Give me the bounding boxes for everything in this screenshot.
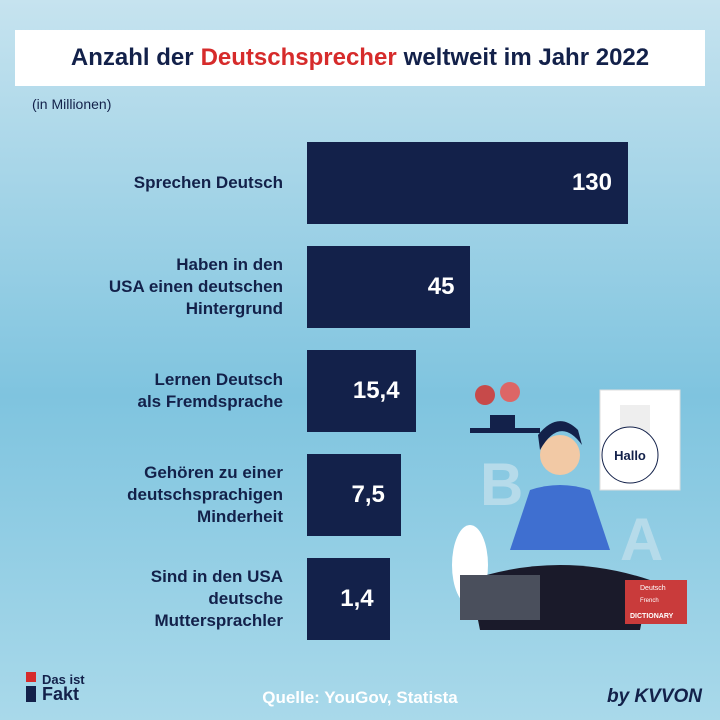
title: weltweit im Jahr 2022 <box>403 44 650 71</box>
category-label: Lernen Deutsch als Fremdsprache <box>137 370 283 411</box>
category-label: Haben in den USA einen deutschen Hinterg… <box>108 255 283 318</box>
value-label: 1,4 <box>340 585 374 612</box>
bar <box>307 454 401 536</box>
logo <box>20 672 36 702</box>
bar <box>307 246 471 328</box>
subtitle: (in Millionen) <box>32 96 112 112</box>
book <box>625 606 687 624</box>
value-label: 15,4 <box>352 377 400 404</box>
title-box: Anzahl der Deutschsprecher weltweit im J… <box>15 30 705 86</box>
value-label: 7,5 <box>351 481 385 508</box>
book-title: Deutsch <box>640 585 666 592</box>
letter: A <box>620 506 663 573</box>
category-label: Sind in den USA deutsche Muttersprachler <box>150 567 283 630</box>
category-label: Gehören zu einer deutschsprachigen Minde… <box>127 463 283 526</box>
value-label: 130 <box>571 169 612 196</box>
logo-square <box>26 686 36 702</box>
shelf <box>470 428 540 433</box>
logo-square <box>26 672 36 682</box>
book-title: DICTIONARY <box>630 613 674 620</box>
brand: by KVVON <box>606 686 702 707</box>
logo-line: Das ist <box>42 672 85 687</box>
book <box>625 594 687 606</box>
bar <box>307 142 628 224</box>
speech-text: Hallo <box>614 448 646 463</box>
book <box>625 580 687 594</box>
pot <box>490 415 515 430</box>
logo-line: Fakt <box>42 684 80 704</box>
bar <box>307 558 390 640</box>
category-label: Sprechen Deutsch <box>133 173 283 192</box>
book-title: French <box>640 598 659 604</box>
laptop <box>460 575 540 620</box>
source: Quelle: YouGov, Statista <box>262 688 458 707</box>
shirt <box>510 485 610 550</box>
value-label: 45 <box>427 273 455 300</box>
illustration: B A Hallo Deutsch French DICTIONARY <box>452 382 687 630</box>
letter: B <box>480 451 523 518</box>
hair <box>538 421 582 450</box>
title: Anzahl der <box>70 44 194 71</box>
head <box>540 435 580 475</box>
logo-text: Das ist Fakt <box>42 672 85 704</box>
speech-bubble <box>601 426 659 484</box>
plant <box>500 382 520 402</box>
bar <box>307 350 416 432</box>
title-highlight: Deutschsprecher <box>200 44 397 71</box>
plant <box>475 385 495 405</box>
